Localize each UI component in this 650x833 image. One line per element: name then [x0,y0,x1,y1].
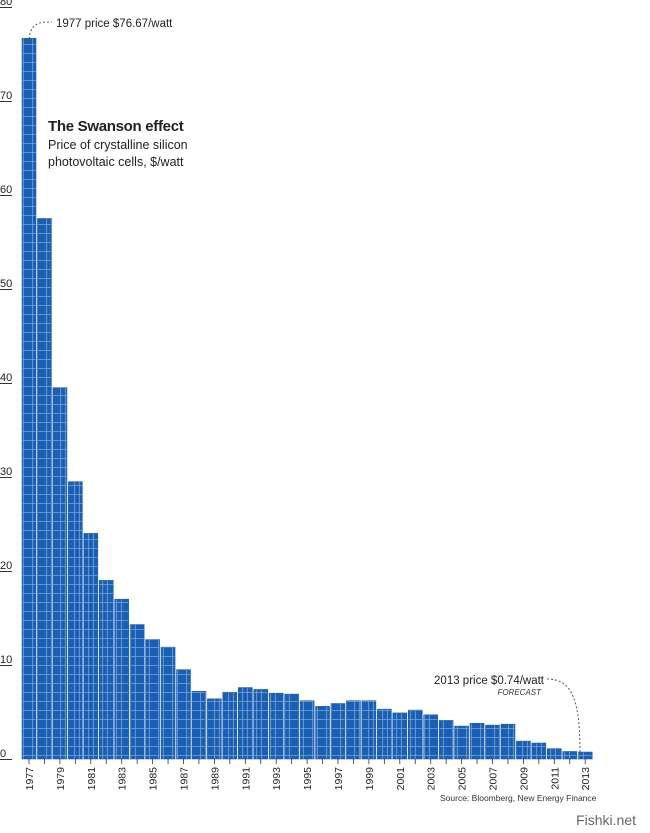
annotation-1977-leader [28,21,53,44]
y-tick-label-50: 50 [0,278,12,290]
bar-2011 [546,748,562,760]
watermark: Fishki.net [576,812,636,828]
bar-1987 [176,669,191,760]
bar-1989 [207,698,222,760]
bar-2001 [392,712,408,760]
bar-2012 [562,751,578,760]
bar-1982 [98,580,114,760]
bar-2013 [577,751,593,760]
x-tick-label-1989: 1989 [209,767,221,791]
bar-2005 [454,725,469,760]
bar-2010 [531,742,547,760]
bar-1986 [160,646,176,760]
title-block: The Swanson effect Price of crystalline … [48,118,208,171]
bar-1979 [52,387,68,760]
bar-2007 [485,724,500,760]
y-tick-label-40: 40 [0,372,12,384]
annotation-1977-price: 1977 price $76.67/watt [56,18,173,30]
bar-1991 [238,687,253,760]
chart-title: The Swanson effect [48,118,184,135]
bar-2003 [423,714,439,760]
annotation-forecast: FORECAST [497,688,542,697]
bar-1997 [330,703,346,760]
bar-1981 [83,533,99,760]
bar-1996 [315,706,330,760]
bar-2000 [377,708,392,760]
annotation-2013-leader [546,678,581,753]
annotations: 1977 price $76.67/watt 2013 price $0.74/… [28,18,581,753]
bar-1998 [346,700,361,760]
y-tick-label-80: 80 [0,0,12,8]
annotation-2013-price: 2013 price $0.74/watt [434,675,545,687]
bar-2002 [407,709,423,760]
x-tick-label-1985: 1985 [148,767,160,791]
x-tick-label-2011: 2011 [549,767,561,790]
x-tick-label-2013: 2013 [580,767,592,791]
bar-1985 [145,639,160,760]
bar-1999 [361,700,377,760]
y-tick-label-60: 60 [0,184,12,196]
bar-2008 [500,723,516,760]
x-tick-label-1987: 1987 [179,767,191,791]
x-tick-label-1991: 1991 [240,767,252,791]
bar-1983 [114,598,129,760]
bar-1994 [284,693,299,760]
y-tick-label-10: 10 [0,654,12,666]
y-tick-label-0: 0 [0,748,6,760]
bar-1995 [299,700,315,760]
bar-1977 [21,37,37,760]
bar-1993 [268,692,284,760]
x-tick-label-1997: 1997 [333,767,345,791]
x-tick-label-2001: 2001 [395,767,407,791]
x-tick-label-1995: 1995 [302,767,314,791]
y-tick-label-70: 70 [0,90,12,102]
bar-1990 [222,691,238,760]
x-tick-label-2009: 2009 [518,767,530,791]
bar-1984 [129,624,145,760]
x-tick-label-2003: 2003 [426,767,438,791]
x-tick-label-1979: 1979 [55,767,67,791]
y-axis: 0 10 20 30 40 50 60 70 80 [0,0,12,760]
x-tick-label-2007: 2007 [488,767,500,791]
bars [21,37,593,760]
chart-subtitle: Price of crystalline silicon photovoltai… [48,138,188,169]
x-tick-label-1999: 1999 [364,767,376,791]
bar-1980 [68,481,83,760]
bar-2009 [516,740,531,760]
x-tick-label-1983: 1983 [117,767,129,791]
x-tick-label-1977: 1977 [24,767,36,791]
source-note: Source: Bloomberg, New Energy Finance [440,793,597,803]
y-tick-label-30: 30 [0,466,12,478]
x-axis: 1977 1979 1981 1983 1985 1987 1989 1991 1993 1995… [24,759,592,790]
x-tick-label-1981: 1981 [86,767,98,791]
bar-1992 [253,689,269,760]
bar-1978 [37,218,52,760]
bar-2006 [469,722,485,760]
x-tick-label-2005: 2005 [457,767,469,791]
y-tick-label-20: 20 [0,560,12,572]
bar-1988 [191,691,207,760]
bar-2004 [438,720,454,760]
x-tick-label-1993: 1993 [271,767,283,791]
